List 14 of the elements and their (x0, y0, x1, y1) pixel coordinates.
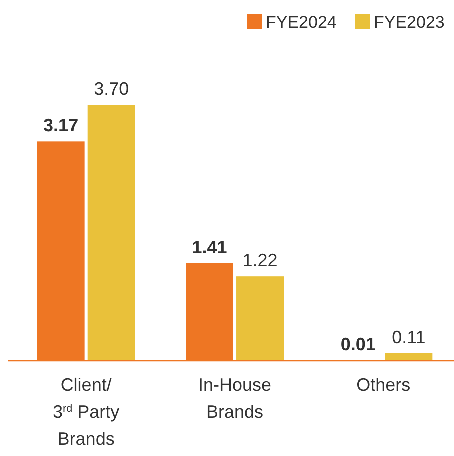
x-tick-label: In-House Brands (198, 375, 272, 422)
legend-label: FYE2024 (266, 13, 337, 32)
data-label: 0.11 (392, 327, 426, 348)
data-label: 3.70 (94, 79, 130, 99)
bar (385, 353, 433, 361)
data-label: 1.22 (242, 250, 278, 271)
x-tick-label: Others (356, 375, 411, 395)
x-tick-label: Client/ 3$^{rd}$ Party Brands (53, 375, 120, 449)
bar (88, 105, 136, 361)
legend-label: FYE2023 (374, 13, 445, 32)
bar (236, 276, 284, 361)
data-label: 0.01 (340, 334, 376, 354)
data-label: 1.41 (192, 237, 228, 258)
data-label: 3.17 (44, 116, 79, 136)
